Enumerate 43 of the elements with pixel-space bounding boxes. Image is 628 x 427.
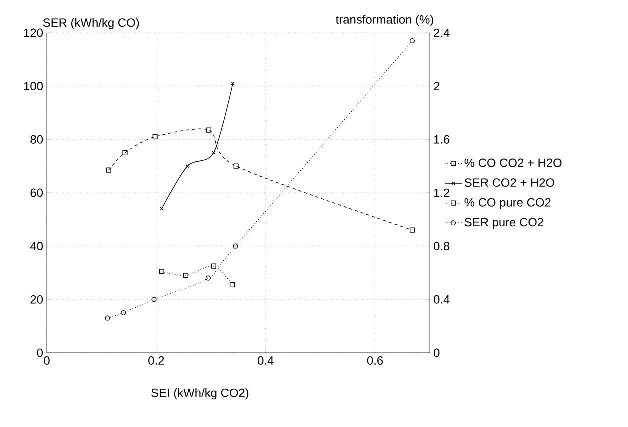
x-tick-label: 0.2 — [148, 356, 164, 365]
y2-axis-title: transformation (%) — [336, 15, 434, 26]
legend-label: % CO CO2 + H2O — [464, 158, 562, 168]
y-tick-label: 20 — [30, 295, 44, 304]
point — [121, 310, 126, 316]
y2-tick-label: 2 — [434, 82, 440, 91]
y-tick-label: 60 — [30, 188, 44, 198]
point — [211, 264, 216, 269]
x-tick-label: 0.4 — [258, 356, 274, 365]
point — [410, 38, 416, 44]
legend-label: % CO pure CO2 — [464, 198, 551, 210]
point — [183, 273, 189, 278]
y-tick-label: 120 — [24, 28, 44, 38]
y2-tick-label: 0 — [434, 348, 440, 358]
point — [230, 282, 236, 288]
y-tick-label: 0 — [37, 348, 44, 358]
point — [410, 228, 416, 233]
y2-tick-label: 0.8 — [434, 242, 450, 251]
y2-tick-label: 1.2 — [434, 188, 450, 198]
point — [122, 150, 128, 156]
x-tick-label: 0.6 — [367, 356, 384, 365]
point — [152, 297, 157, 302]
point — [186, 164, 190, 168]
point — [206, 128, 212, 133]
y-axis-title: SER (kWh/kg CO) — [43, 18, 140, 30]
y-tick-label: 100 — [24, 82, 44, 91]
point — [105, 316, 110, 321]
x-axis-title: SEI (kWh/kg CO2) — [152, 388, 249, 400]
point — [152, 134, 158, 140]
point — [159, 269, 164, 274]
y2-tick-label: 0.4 — [434, 295, 450, 304]
y-tick-label: 80 — [30, 135, 44, 144]
x-tick-label: 0 — [44, 356, 50, 365]
y2-tick-label: 1.6 — [434, 135, 450, 144]
y-tick-label: 40 — [30, 242, 44, 251]
point — [106, 168, 112, 173]
point — [212, 151, 216, 155]
legend-label: SER pure CO2 — [464, 218, 544, 230]
legend-label: SER CO2 + H2O — [464, 178, 554, 188]
point — [233, 244, 238, 249]
point — [206, 276, 211, 281]
y2-tick-label: 2.4 — [434, 28, 450, 38]
point — [234, 164, 239, 169]
